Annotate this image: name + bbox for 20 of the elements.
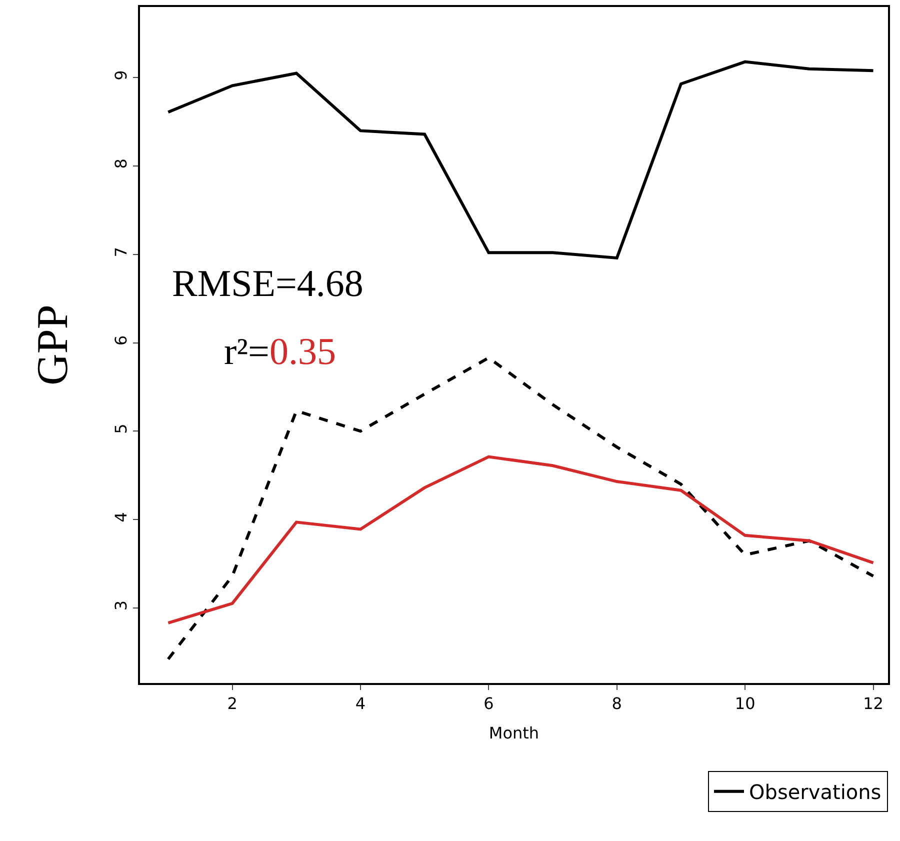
y-tick-label: 9 xyxy=(112,70,131,80)
y-tick-label: 6 xyxy=(112,335,131,346)
x-tick-label: 8 xyxy=(612,694,622,714)
x-tick-label: 10 xyxy=(734,694,756,714)
y-tick-label: 8 xyxy=(112,158,131,169)
y-axis-title: GPP xyxy=(28,304,78,386)
x-tick-label: 4 xyxy=(355,694,366,714)
x-tick-label: 6 xyxy=(484,694,494,714)
line-series xyxy=(166,455,875,624)
line-series xyxy=(166,60,875,260)
y-tick-label: 3 xyxy=(112,600,131,611)
annotation: RMSE=4.68 xyxy=(172,263,364,305)
x-tick-label: 12 xyxy=(863,694,884,714)
y-tick-label: 7 xyxy=(112,246,131,258)
annotation: r²=0.35 xyxy=(224,331,336,373)
legend-label: Observations xyxy=(749,780,882,804)
y-tick-label: 4 xyxy=(112,512,131,522)
x-tick-label: 2 xyxy=(227,694,238,714)
y-tick-label: 5 xyxy=(112,424,131,434)
x-axis-title: Month xyxy=(488,723,540,742)
